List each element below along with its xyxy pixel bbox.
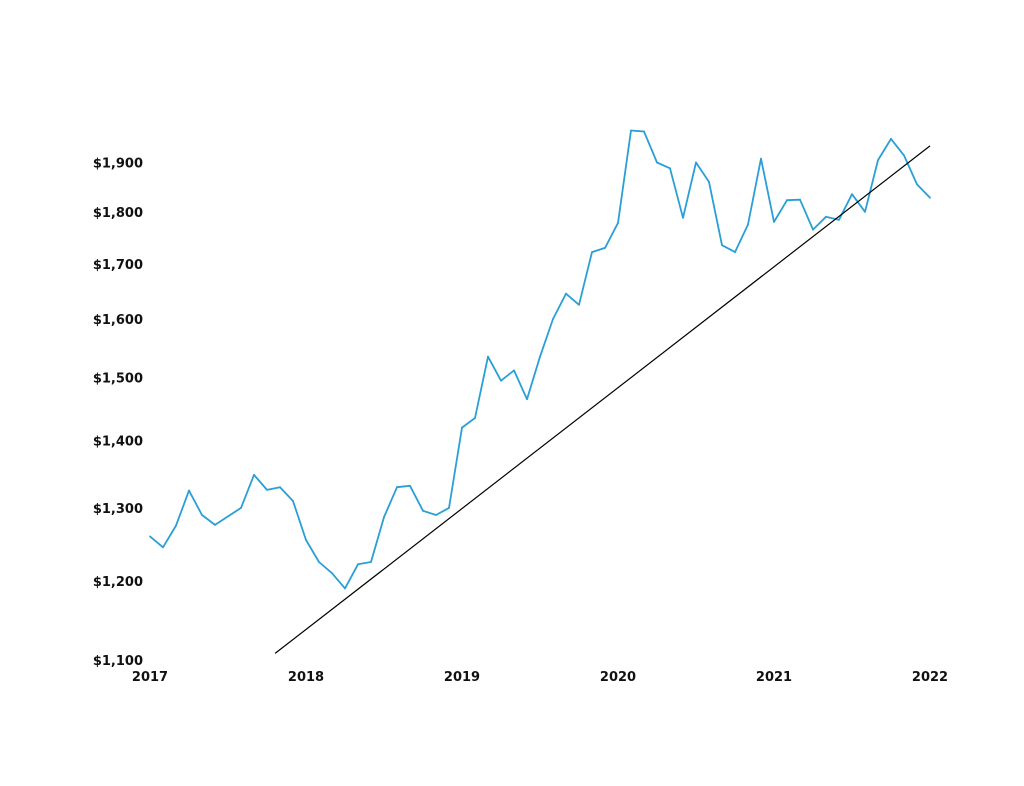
data-point [513,369,515,372]
y-tick-label: $1,600 [93,313,143,328]
data-point [669,167,671,170]
data-point [435,514,437,516]
x-axis-ticks: 2017 2018 2019 2020 2021 2022 [132,670,948,685]
data-point [201,514,203,516]
data-point [162,546,164,549]
data-point [344,587,346,590]
price-line [149,129,931,590]
data-point [422,509,424,512]
data-point [448,507,450,509]
data-point [227,515,229,518]
y-tick-label: $1,900 [93,157,143,172]
data-point [682,216,684,219]
data-point [630,129,632,132]
data-point [916,183,918,186]
x-tick-label: 2017 [132,670,168,685]
data-point [370,561,372,563]
data-point [721,244,723,247]
data-point [708,181,710,183]
data-point [903,154,905,157]
data-point [552,318,554,320]
data-point [240,507,242,509]
data-point [188,489,190,492]
data-point [331,572,333,575]
data-point [760,157,762,160]
data-point [474,417,476,419]
data-point [695,161,697,164]
data-point [292,500,294,502]
y-tick-label: $1,800 [93,206,143,221]
x-tick-label: 2022 [912,670,948,685]
data-point [825,215,827,218]
y-tick-label: $1,700 [93,258,143,273]
y-tick-label: $1,100 [93,654,143,669]
data-point [591,251,593,254]
y-tick-label: $1,300 [93,502,143,517]
data-point [838,219,840,221]
data-point [578,303,580,306]
y-tick-label: $1,500 [93,372,143,387]
data-point [643,130,645,133]
y-axis-ticks: $1,100 $1,200 $1,300 $1,400 $1,500 $1,600 $1,7… [93,157,143,669]
data-point [786,199,788,202]
data-point [396,486,398,489]
y-tick-label: $1,200 [93,575,143,590]
data-point [877,159,879,162]
data-point [487,355,489,358]
data-point [461,426,463,429]
x-tick-label: 2019 [444,670,480,685]
x-tick-label: 2020 [600,670,636,685]
data-point [929,196,931,199]
data-point [773,221,775,223]
data-point [149,535,151,538]
data-point [357,563,359,566]
y-tick-label: $1,400 [93,434,143,449]
data-point [539,355,541,358]
data-point [747,223,749,226]
data-point [266,489,268,491]
trendline [274,145,931,654]
data-point [617,222,619,224]
data-point [383,516,385,518]
x-tick-label: 2018 [288,670,324,685]
data-point [851,193,853,196]
series-layer [149,129,931,654]
data-point [890,138,892,140]
data-point [279,486,281,489]
data-point [799,198,801,201]
data-point [253,474,255,476]
data-point [409,484,411,487]
data-point [604,247,606,249]
data-point [175,524,177,527]
data-point [526,398,528,401]
data-point [318,561,320,563]
data-point [864,210,866,213]
x-tick-label: 2021 [756,670,792,685]
data-point [656,161,658,164]
data-point [214,524,216,526]
data-point [812,228,814,231]
data-point [500,379,502,382]
data-point [734,251,736,254]
data-point [565,292,567,295]
data-point [305,539,307,541]
